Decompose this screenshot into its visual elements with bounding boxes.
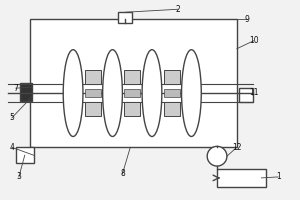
Text: 11: 11 [249, 88, 258, 97]
Ellipse shape [142, 50, 162, 136]
Bar [124, 102, 140, 116]
Bar [164, 89, 180, 97]
Bar [16, 147, 34, 163]
Text: 7: 7 [14, 84, 18, 93]
Bar [30, 19, 237, 147]
Bar [124, 70, 140, 84]
Bar [118, 12, 132, 23]
Text: 10: 10 [249, 36, 258, 45]
Text: 3: 3 [16, 172, 21, 181]
Ellipse shape [182, 50, 201, 136]
Text: 4: 4 [10, 143, 14, 152]
Ellipse shape [63, 50, 83, 136]
Bar [217, 169, 266, 187]
Bar [20, 83, 32, 101]
Text: 8: 8 [120, 169, 125, 178]
Ellipse shape [103, 50, 122, 136]
Bar [85, 102, 101, 116]
Text: 1: 1 [276, 172, 280, 181]
Bar [164, 70, 180, 84]
Text: 5: 5 [10, 113, 14, 122]
Bar [164, 102, 180, 116]
Circle shape [207, 146, 227, 166]
Text: 9: 9 [244, 15, 249, 24]
Bar [239, 88, 253, 102]
Bar [85, 89, 101, 97]
Text: 12: 12 [232, 143, 242, 152]
Bar [124, 89, 140, 97]
Text: 2: 2 [175, 5, 180, 14]
Bar [85, 70, 101, 84]
